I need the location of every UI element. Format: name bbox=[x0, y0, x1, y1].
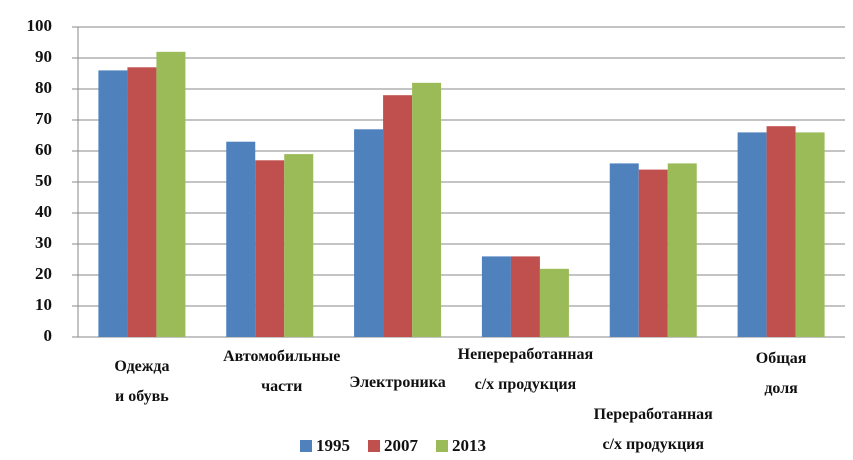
bar bbox=[638, 169, 668, 337]
x-tick-label: Одежда и обувь bbox=[114, 358, 170, 405]
legend-label: 2013 bbox=[452, 436, 486, 455]
y-tick-label: 30 bbox=[35, 233, 52, 252]
x-tick-label: Общая доля bbox=[755, 350, 807, 397]
legend-label: 1995 bbox=[316, 436, 350, 455]
y-tick-label: 50 bbox=[35, 171, 52, 190]
y-tick-label: 60 bbox=[35, 140, 52, 159]
bar bbox=[737, 132, 767, 337]
bar bbox=[609, 163, 639, 337]
bar bbox=[383, 95, 413, 337]
x-tick-label: Автомобильные части bbox=[223, 348, 341, 395]
legend-label: 2007 bbox=[384, 436, 419, 455]
bar bbox=[412, 82, 442, 337]
bar bbox=[354, 129, 384, 337]
y-tick-label: 90 bbox=[35, 47, 52, 66]
y-tick-label: 0 bbox=[44, 326, 53, 345]
bar bbox=[510, 256, 540, 337]
legend-swatch bbox=[300, 440, 312, 452]
bar bbox=[255, 160, 285, 337]
y-tick-label: 100 bbox=[27, 16, 53, 35]
bar bbox=[539, 268, 569, 337]
bar bbox=[156, 51, 186, 338]
bar bbox=[766, 126, 796, 337]
bar bbox=[127, 67, 157, 338]
legend-swatch bbox=[368, 440, 380, 452]
x-tick-label: Переработанная с/х продукция bbox=[593, 406, 713, 453]
x-tick-label: Непереработанная с/х продукция bbox=[457, 346, 594, 393]
bar bbox=[98, 70, 128, 338]
bar bbox=[226, 141, 256, 337]
bar bbox=[795, 132, 825, 337]
y-tick-label: 80 bbox=[35, 78, 52, 97]
bar bbox=[481, 256, 511, 337]
y-tick-label: 20 bbox=[35, 264, 52, 283]
y-tick-label: 40 bbox=[35, 202, 52, 221]
x-tick-label: Электроника bbox=[349, 374, 446, 391]
y-tick-label: 70 bbox=[35, 109, 52, 128]
y-tick-label: 10 bbox=[35, 295, 52, 314]
bar bbox=[667, 163, 697, 337]
bar bbox=[284, 154, 314, 337]
legend-swatch bbox=[436, 440, 448, 452]
